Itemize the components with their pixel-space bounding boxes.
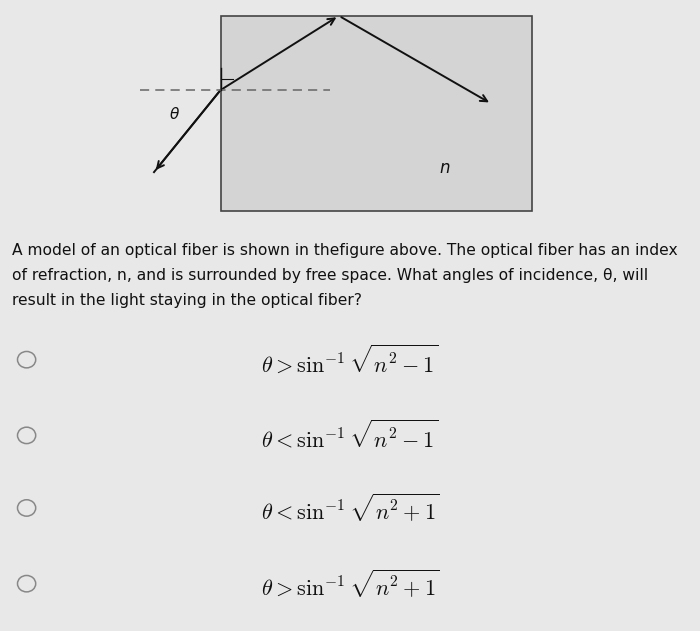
Bar	[220, 16, 532, 211]
Circle shape	[18, 351, 36, 368]
Text: $\theta > \sin^{-1} \sqrt{n^2 + 1}$: $\theta > \sin^{-1} \sqrt{n^2 + 1}$	[260, 567, 440, 600]
Text: $\theta < \sin^{-1} \sqrt{n^2 - 1}$: $\theta < \sin^{-1} \sqrt{n^2 - 1}$	[261, 419, 439, 452]
Text: $n$: $n$	[439, 160, 451, 177]
Text: A model of an optical fiber is shown in thefigure above. The optical fiber has a: A model of an optical fiber is shown in …	[12, 243, 678, 258]
Circle shape	[18, 575, 36, 592]
Text: $\theta < \sin^{-1} \sqrt{n^2 + 1}$: $\theta < \sin^{-1} \sqrt{n^2 + 1}$	[260, 492, 440, 524]
Circle shape	[18, 500, 36, 516]
Text: of refraction, n, and is surrounded by free space. What angles of incidence, θ, : of refraction, n, and is surrounded by f…	[12, 268, 648, 283]
Text: $\theta > \sin^{-1} \sqrt{n^2 - 1}$: $\theta > \sin^{-1} \sqrt{n^2 - 1}$	[261, 343, 439, 376]
Circle shape	[18, 427, 36, 444]
Text: $\theta$: $\theta$	[169, 106, 181, 122]
Text: result in the light staying in the optical fiber?: result in the light staying in the optic…	[12, 293, 362, 309]
